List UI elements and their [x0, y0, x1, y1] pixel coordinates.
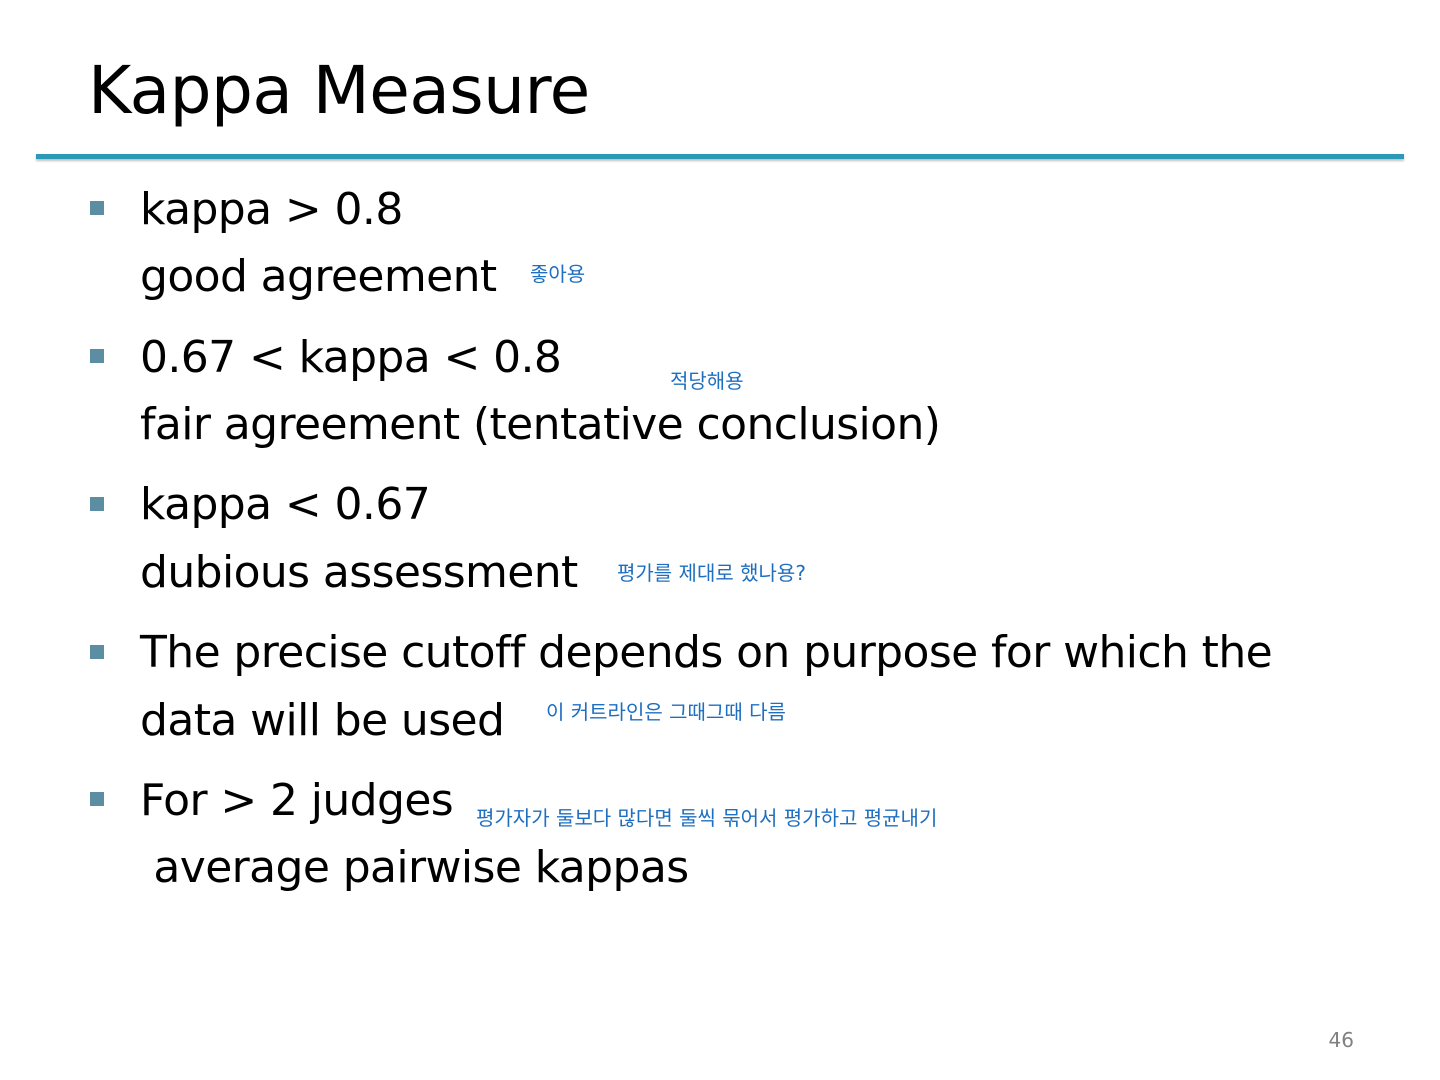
bullet-4-line-2: data will be used: [140, 695, 505, 746]
bullet-5-line-1: For > 2 judges: [140, 775, 454, 826]
bullet-3-line-2: dubious assessment: [140, 547, 578, 598]
page-number: 46: [1328, 1028, 1354, 1052]
bullet-4-line-1: The precise cutoff depends on purpose fo…: [140, 627, 1273, 678]
bullet-marker: [90, 349, 104, 363]
bullet-1-line-1: kappa > 0.8: [140, 184, 403, 235]
bullet-marker: [90, 792, 104, 806]
bullet-5-line-2: average pairwise kappas: [140, 842, 689, 893]
bullet-3-line-1: kappa < 0.67: [140, 479, 431, 530]
bullet-2-annotation: 적당해용: [670, 369, 744, 393]
bullet-5-annotation: 평가자가 둘보다 많다면 둘씩 묶어서 평가하고 평균내기: [476, 806, 938, 830]
title-underline: [36, 154, 1404, 159]
bullet-marker: [90, 497, 104, 511]
bullet-1-annotation: 좋아용: [530, 262, 586, 286]
bullet-1-line-2: good agreement: [140, 251, 497, 302]
bullet-marker: [90, 645, 104, 659]
bullet-marker: [90, 201, 104, 215]
bullet-3-annotation: 평가를 제대로 했나용?: [617, 561, 806, 585]
bullet-2-line-1: 0.67 < kappa < 0.8: [140, 332, 562, 383]
slide-title: Kappa Measure: [88, 52, 590, 129]
bullet-2-line-2: fair agreement (tentative conclusion): [140, 399, 941, 450]
bullet-4-annotation: 이 커트라인은 그때그때 다름: [546, 700, 786, 724]
